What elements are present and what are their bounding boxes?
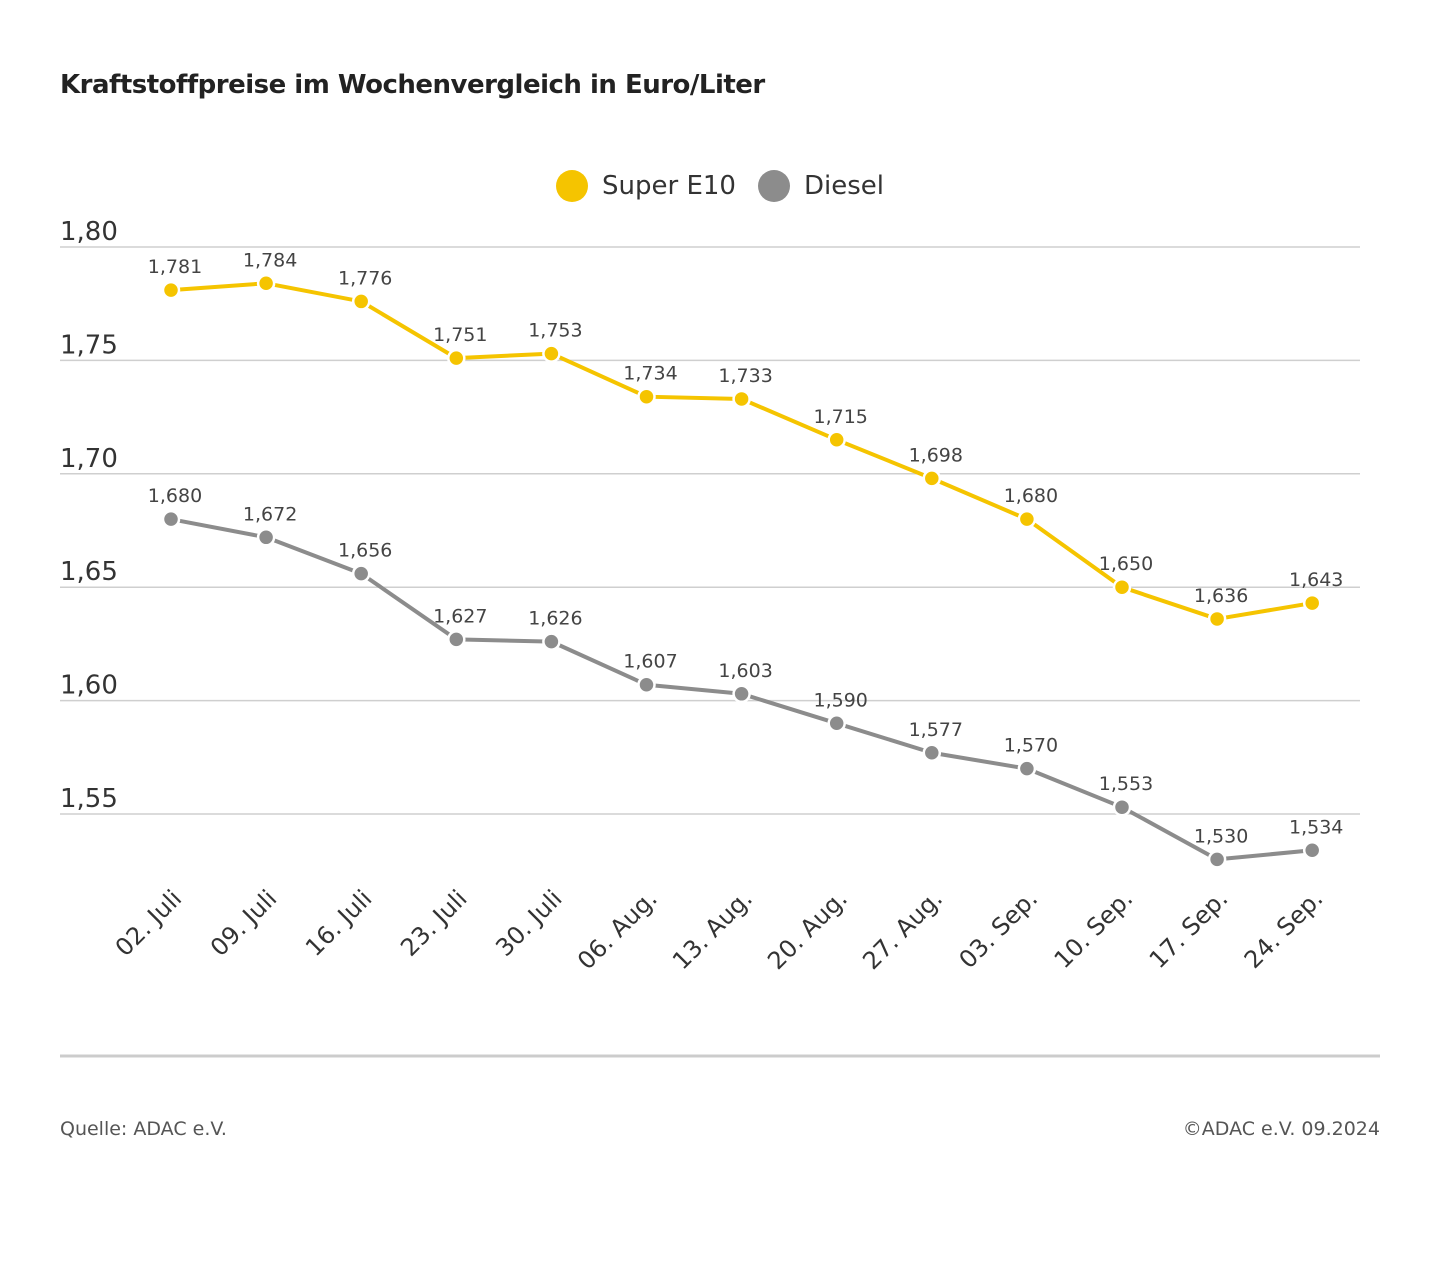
data-point-super-e10 (351, 292, 371, 311)
x-tick-label: 02. Juli (110, 884, 187, 961)
data-label-super-e10: 1,751 (433, 324, 487, 346)
x-tick-label: 27. Aug. (857, 884, 948, 975)
y-tick-label: 1,75 (60, 330, 118, 360)
data-point-super-e10 (447, 348, 466, 368)
legend-swatch-super-e10 (556, 170, 589, 202)
data-point-diesel (637, 675, 656, 694)
data-label-diesel: 1,553 (1099, 773, 1153, 795)
data-label-super-e10: 1,776 (338, 267, 392, 289)
y-tick-label: 1,70 (60, 444, 118, 474)
data-label-diesel: 1,603 (718, 660, 772, 682)
data-label-diesel: 1,590 (813, 689, 867, 711)
x-tick-label: 13. Aug. (667, 884, 758, 975)
data-label-diesel: 1,607 (623, 651, 677, 673)
data-point-super-e10 (542, 344, 561, 363)
x-tick-label: 20. Aug. (762, 884, 853, 975)
x-tick-label: 16. Juli (300, 884, 377, 961)
x-tick-label: 06. Aug. (572, 884, 663, 975)
y-tick-label: 1,65 (60, 557, 118, 587)
x-tick-label: 30. Juli (490, 884, 567, 961)
data-point-diesel (1207, 850, 1227, 869)
data-label-diesel: 1,672 (243, 503, 297, 525)
copyright-note: ©ADAC e.V. 09.2024 (1182, 1118, 1380, 1140)
data-label-diesel: 1,570 (1004, 735, 1058, 757)
data-label-diesel: 1,577 (909, 719, 963, 741)
data-point-diesel (542, 632, 561, 651)
data-label-diesel: 1,534 (1289, 816, 1343, 838)
x-tick-label: 17. Sep. (1144, 884, 1234, 974)
data-point-super-e10 (1207, 609, 1227, 629)
data-point-diesel (351, 564, 371, 583)
data-point-super-e10 (161, 280, 181, 300)
x-tick-label: 03. Sep. (954, 884, 1044, 974)
legend-item-diesel: Diesel (757, 170, 884, 202)
legend-item-super-e10: Super E10 (556, 170, 736, 202)
legend-swatch-diesel (757, 170, 790, 202)
data-label-diesel: 1,680 (148, 485, 202, 507)
chart-legend: Super E10 Diesel (0, 170, 1440, 202)
data-point-diesel (827, 714, 846, 733)
y-tick-label: 1,80 (60, 217, 118, 247)
data-label-super-e10: 1,680 (1004, 485, 1058, 507)
x-tick-label: 24. Sep. (1239, 884, 1329, 974)
x-tick-label: 09. Juli (205, 884, 282, 961)
data-label-diesel: 1,627 (433, 605, 487, 627)
data-label-super-e10: 1,733 (718, 365, 772, 387)
data-point-diesel (1302, 841, 1322, 860)
data-label-diesel: 1,656 (338, 540, 392, 562)
data-point-diesel (447, 630, 466, 649)
data-point-super-e10 (1302, 593, 1322, 613)
data-label-super-e10: 1,753 (528, 320, 582, 342)
data-label-super-e10: 1,715 (813, 406, 867, 428)
data-point-super-e10 (732, 389, 751, 409)
data-label-super-e10: 1,636 (1194, 585, 1248, 607)
data-point-super-e10 (1017, 509, 1037, 529)
data-point-diesel (161, 509, 181, 529)
y-tick-label: 1,60 (60, 671, 118, 701)
legend-label-super-e10: Super E10 (602, 171, 736, 201)
legend-label-diesel: Diesel (803, 171, 884, 201)
data-point-diesel (256, 528, 276, 547)
source-note: Quelle: ADAC e.V. (60, 1118, 227, 1140)
x-tick-label: 10. Sep. (1049, 884, 1139, 974)
data-point-diesel (1017, 759, 1037, 778)
data-point-diesel (1112, 797, 1132, 817)
data-point-super-e10 (256, 274, 276, 293)
chart-title: Kraftstoffpreise im Wochenvergleich in E… (60, 70, 765, 100)
data-point-diesel (732, 684, 751, 704)
data-label-super-e10: 1,784 (243, 249, 297, 271)
data-label-super-e10: 1,643 (1289, 569, 1343, 591)
data-point-diesel (922, 743, 942, 763)
x-tick-label: 23. Juli (395, 884, 472, 961)
data-label-super-e10: 1,734 (623, 363, 677, 385)
data-point-super-e10 (1112, 577, 1132, 597)
data-label-super-e10: 1,698 (909, 444, 963, 466)
data-point-super-e10 (922, 469, 942, 488)
data-label-super-e10: 1,650 (1099, 553, 1153, 575)
y-tick-label: 1,55 (60, 784, 118, 814)
data-label-diesel: 1,530 (1194, 825, 1248, 847)
data-point-super-e10 (827, 430, 846, 450)
data-point-super-e10 (637, 387, 656, 406)
data-label-diesel: 1,626 (528, 608, 582, 630)
data-label-super-e10: 1,781 (148, 256, 202, 278)
